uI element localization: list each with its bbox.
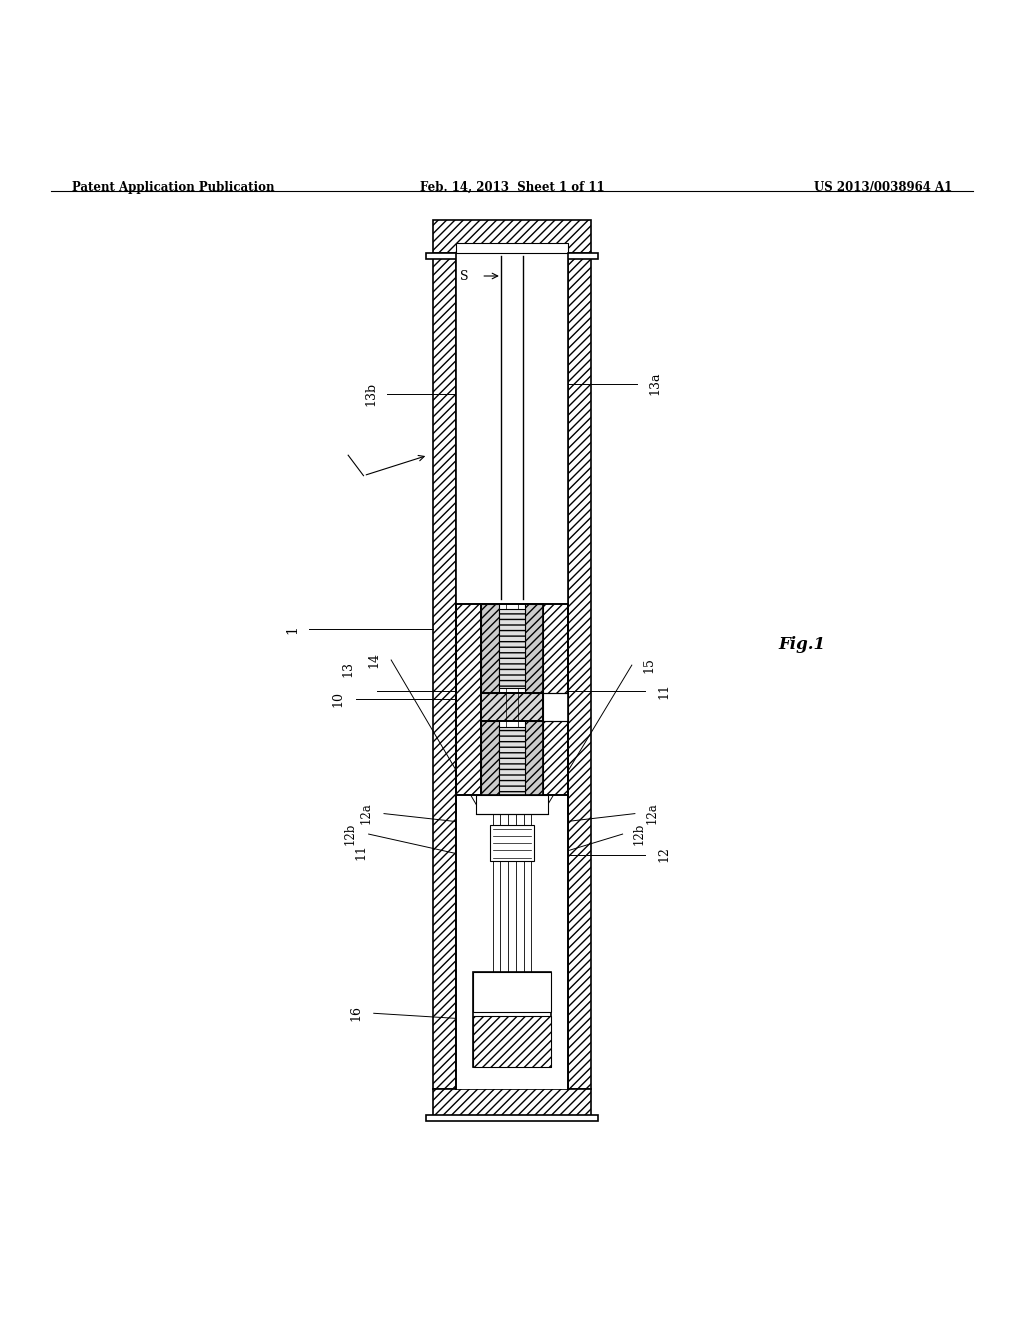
Bar — [473, 973, 551, 1012]
Bar — [481, 722, 543, 804]
Text: 11: 11 — [354, 843, 367, 861]
Text: US 2013/0038964 A1: US 2013/0038964 A1 — [814, 181, 952, 194]
Bar — [456, 253, 568, 603]
Text: Feb. 14, 2013  Sheet 1 of 11: Feb. 14, 2013 Sheet 1 of 11 — [420, 181, 604, 194]
Text: Patent Application Publication: Patent Application Publication — [72, 181, 274, 194]
Bar — [456, 219, 568, 1115]
Text: 13a: 13a — [649, 372, 662, 395]
Text: 12a: 12a — [360, 803, 373, 825]
Bar — [426, 253, 598, 259]
Text: 14: 14 — [368, 652, 380, 668]
Bar — [543, 693, 568, 722]
Bar — [481, 603, 543, 795]
Bar — [456, 603, 481, 795]
Bar — [481, 603, 543, 693]
Text: 11: 11 — [657, 682, 670, 698]
Text: 13b: 13b — [365, 381, 377, 405]
Bar — [499, 609, 525, 688]
Text: 1: 1 — [285, 624, 299, 634]
Bar — [433, 253, 456, 1089]
Text: S: S — [461, 269, 469, 282]
Text: 10: 10 — [332, 692, 344, 708]
Bar — [525, 603, 543, 693]
Text: Fig.1: Fig.1 — [778, 636, 825, 653]
Bar — [568, 253, 591, 1089]
Bar — [481, 603, 499, 693]
Text: 12b: 12b — [344, 822, 356, 845]
Text: 12a: 12a — [646, 803, 658, 825]
Bar — [456, 813, 568, 973]
Bar — [525, 722, 543, 804]
Bar — [543, 603, 568, 795]
Bar — [490, 825, 534, 861]
Bar — [481, 693, 543, 722]
Bar — [476, 795, 548, 813]
Bar — [473, 1016, 551, 1067]
Text: 16: 16 — [350, 1006, 362, 1022]
Bar — [473, 973, 551, 1067]
Text: 13: 13 — [342, 661, 354, 677]
Text: 15: 15 — [643, 657, 655, 673]
Bar — [499, 726, 525, 799]
Bar — [433, 1089, 591, 1115]
Bar — [456, 243, 568, 253]
Bar — [426, 1114, 598, 1121]
Text: 12: 12 — [657, 846, 670, 862]
Bar — [433, 219, 591, 253]
Text: 12b: 12b — [633, 822, 645, 845]
Bar — [456, 973, 568, 1089]
Bar — [481, 722, 499, 804]
